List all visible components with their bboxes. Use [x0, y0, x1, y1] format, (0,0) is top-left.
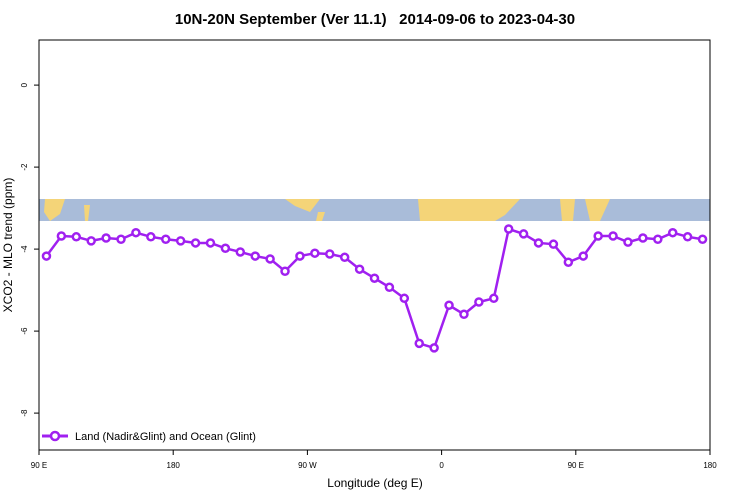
data-point [608, 231, 618, 241]
data-point [295, 251, 305, 261]
data-point [414, 338, 424, 349]
data-point [280, 266, 290, 276]
data-point [101, 233, 111, 243]
data-point [131, 227, 141, 238]
data-point [235, 247, 246, 257]
data-point [489, 293, 499, 304]
x-tick-label: 180 [167, 461, 181, 470]
data-point [86, 236, 96, 246]
x-tick-label: 0 [439, 461, 444, 470]
data-point [160, 234, 171, 245]
legend-label: Land (Nadir&Glint) and Ocean (Glint) [75, 431, 256, 443]
data-point [175, 236, 186, 246]
data-point [250, 251, 260, 261]
data-point [459, 309, 469, 320]
y-tick-label: -6 [20, 327, 29, 335]
data-point [384, 282, 395, 292]
x-tick-label: 180 [703, 461, 717, 470]
map-strip [39, 199, 710, 221]
y-tick-label: -8 [20, 409, 29, 417]
data-point [578, 251, 589, 261]
data-point [667, 227, 678, 238]
data-point [354, 264, 365, 274]
data-point [310, 248, 320, 258]
series-line [45, 227, 703, 350]
y-axis-label: XCO2 - MLO trend (ppm) [1, 178, 15, 313]
data-point [682, 232, 693, 242]
plot-frame [38, 39, 711, 451]
data-point [429, 343, 439, 353]
data-point [623, 237, 633, 247]
data-point [399, 293, 410, 304]
data-point [593, 231, 603, 241]
y-tick-label: -4 [20, 245, 29, 253]
x-tick-label: 90 E [568, 461, 584, 470]
data-point [444, 300, 454, 311]
data-point [41, 251, 52, 261]
x-tick-label: 90 E [31, 461, 47, 470]
data-point [563, 257, 574, 267]
data-point [116, 234, 126, 245]
data-point [71, 232, 82, 242]
data-point [548, 239, 559, 249]
x-tick-label: 90 W [298, 461, 317, 470]
data-point [533, 238, 544, 248]
legend: Land (Nadir&Glint) and Ocean (Glint) [42, 430, 256, 443]
data-point [220, 243, 231, 254]
y-tick-label: 0 [20, 82, 29, 87]
data-point [474, 297, 484, 307]
data-point [369, 273, 380, 283]
data-point [146, 232, 156, 242]
data-point [325, 249, 335, 259]
chart-title: 10N-20N September (Ver 11.1) 2014-09-06 … [175, 11, 575, 28]
data-point [56, 231, 67, 241]
data-point [518, 229, 529, 239]
data-point [653, 234, 663, 245]
data-point [638, 233, 648, 243]
data-point [503, 224, 514, 234]
x-axis-label: Longitude (deg E) [327, 476, 422, 490]
data-point [190, 238, 201, 248]
data-point [265, 254, 275, 264]
data-point [339, 252, 350, 263]
data-point [205, 238, 216, 248]
legend-marker [49, 430, 61, 442]
y-tick-label: -2 [20, 163, 29, 171]
data-point [697, 234, 708, 245]
